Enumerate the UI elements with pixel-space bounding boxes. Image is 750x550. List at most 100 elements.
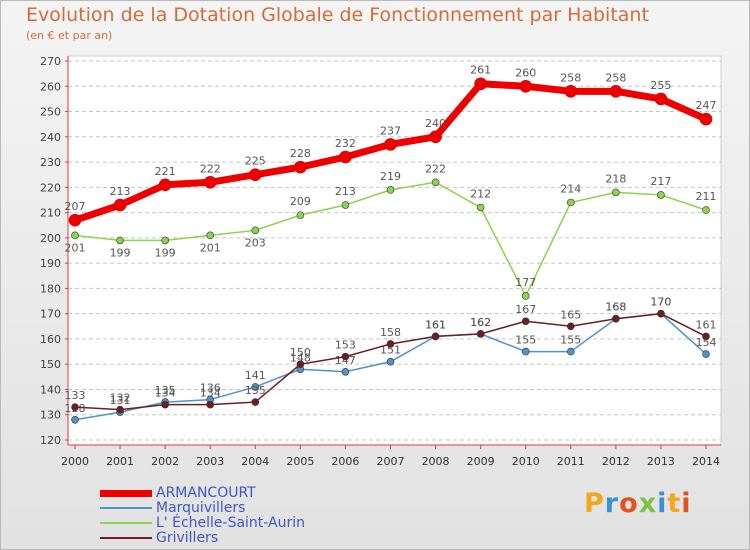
data-label: 151 xyxy=(380,344,401,357)
data-label: 201 xyxy=(200,241,221,254)
data-point xyxy=(386,340,395,348)
data-point xyxy=(521,317,530,326)
data-point xyxy=(294,160,307,174)
data-point xyxy=(68,213,82,227)
data-point xyxy=(161,400,169,409)
data-label: 131 xyxy=(110,394,131,407)
data-point xyxy=(71,403,79,411)
data-point xyxy=(384,138,397,151)
data-label: 217 xyxy=(650,175,671,188)
logo-letter: o xyxy=(619,488,639,519)
data-label: 261 xyxy=(470,64,491,77)
data-point xyxy=(251,226,260,235)
data-point xyxy=(248,168,262,181)
legend-label: Grivillers xyxy=(156,530,219,546)
data-point xyxy=(612,314,620,323)
data-label: 132 xyxy=(110,392,131,405)
legend-label: ARMANCOURT xyxy=(156,485,256,501)
data-label: 222 xyxy=(200,162,221,175)
y-tick-label: 160 xyxy=(40,333,61,346)
legend-swatch xyxy=(100,537,152,539)
data-label: 161 xyxy=(425,318,446,331)
data-point xyxy=(296,211,305,219)
x-tick-label: 2004 xyxy=(241,455,269,468)
data-point xyxy=(431,178,440,187)
data-label: 240 xyxy=(425,117,446,130)
y-tick-label: 210 xyxy=(40,207,61,220)
data-label: 221 xyxy=(155,165,176,178)
x-tick-label: 2012 xyxy=(602,455,630,468)
data-label: 133 xyxy=(65,389,86,402)
data-label: 141 xyxy=(245,369,266,382)
logo-letter: P xyxy=(584,488,605,519)
x-tick-label: 2010 xyxy=(512,455,540,468)
data-label: 148 xyxy=(290,351,311,364)
legend-swatch xyxy=(100,490,152,497)
data-point xyxy=(612,188,620,197)
data-label: 154 xyxy=(696,336,717,349)
data-label: 258 xyxy=(560,71,581,84)
data-point xyxy=(657,191,665,199)
data-label: 228 xyxy=(290,147,311,160)
data-point xyxy=(251,383,260,391)
data-label: 168 xyxy=(605,301,626,314)
data-point xyxy=(206,231,215,240)
data-label: 161 xyxy=(696,318,717,331)
data-label: 170 xyxy=(650,296,671,309)
data-label: 255 xyxy=(650,79,671,92)
y-tick-label: 190 xyxy=(40,257,61,270)
legend-item: L' Échelle-Saint-Aurin xyxy=(100,515,400,531)
data-label: 222 xyxy=(425,162,446,175)
y-tick-label: 270 xyxy=(40,55,61,68)
y-tick-label: 140 xyxy=(40,383,61,396)
data-point xyxy=(476,330,485,338)
data-label: 134 xyxy=(200,387,221,400)
data-label: 168 xyxy=(605,301,626,314)
data-point xyxy=(206,400,215,409)
data-label: 150 xyxy=(290,346,311,359)
data-label: 214 xyxy=(560,182,581,195)
data-point xyxy=(341,201,350,209)
x-tick-label: 2011 xyxy=(557,455,585,468)
data-point xyxy=(116,236,124,245)
data-point xyxy=(564,85,578,98)
data-label: 199 xyxy=(110,246,131,259)
y-tick-label: 170 xyxy=(40,308,61,321)
data-label: 237 xyxy=(380,124,401,137)
legend-label: Marquivillers xyxy=(156,500,246,516)
data-label: 155 xyxy=(515,334,536,347)
data-point xyxy=(158,178,172,192)
data-label: 135 xyxy=(155,384,176,397)
data-point xyxy=(203,175,217,189)
data-label: 203 xyxy=(245,236,266,249)
data-label: 162 xyxy=(470,316,491,329)
data-label: 213 xyxy=(110,185,131,198)
data-point xyxy=(71,231,79,240)
data-label: 219 xyxy=(380,170,401,183)
data-label: 170 xyxy=(650,296,671,309)
data-point xyxy=(702,206,710,214)
data-label: 260 xyxy=(515,66,536,79)
logo-letter: t xyxy=(667,488,682,519)
data-label: 162 xyxy=(470,316,491,329)
data-point xyxy=(339,150,352,164)
data-point xyxy=(161,236,169,245)
y-tick-label: 240 xyxy=(40,131,61,144)
data-label: 218 xyxy=(605,172,626,185)
data-label: 212 xyxy=(470,188,491,201)
x-tick-label: 2002 xyxy=(151,455,179,468)
logo-letter: i xyxy=(657,488,668,519)
y-tick-label: 150 xyxy=(40,358,61,371)
data-label: 213 xyxy=(335,185,356,198)
data-point xyxy=(566,322,575,331)
data-point xyxy=(341,367,350,376)
data-point xyxy=(474,77,487,91)
data-label: 167 xyxy=(515,303,536,316)
data-point xyxy=(71,415,79,424)
legend-swatch xyxy=(100,507,152,509)
data-point xyxy=(431,332,440,341)
data-label: 134 xyxy=(155,387,176,400)
data-point xyxy=(386,357,395,366)
plot-area xyxy=(67,55,722,446)
y-tick-label: 250 xyxy=(40,106,61,119)
